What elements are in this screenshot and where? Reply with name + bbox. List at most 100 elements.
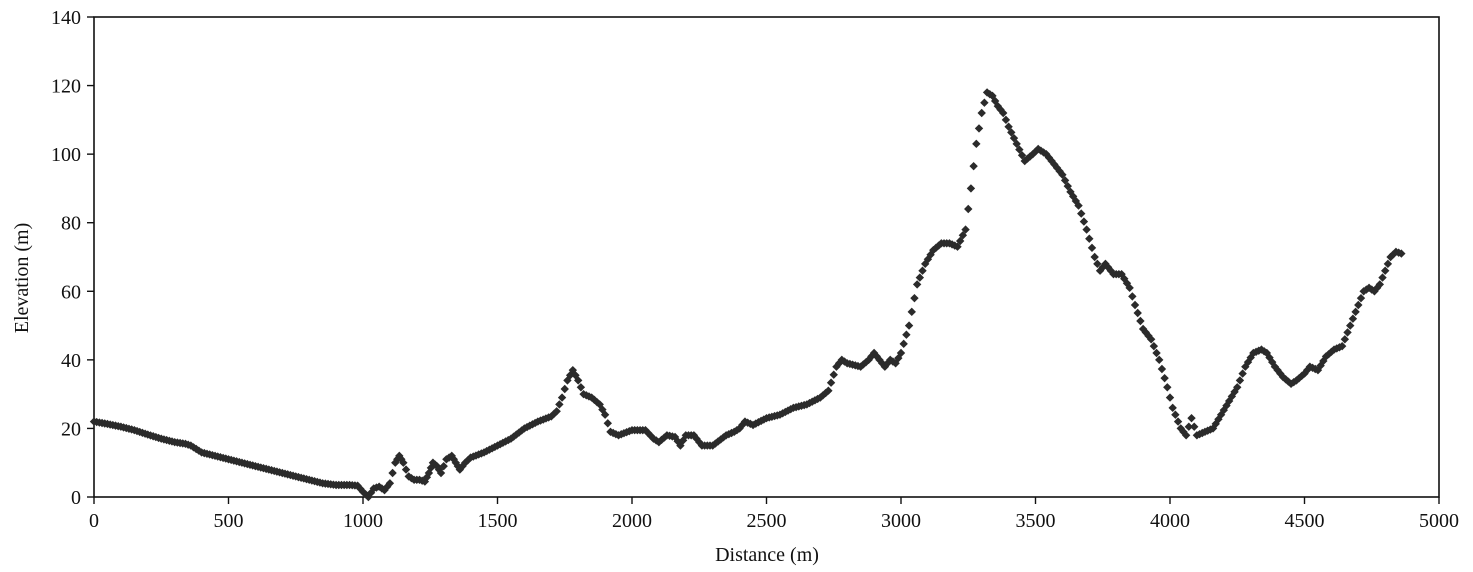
x-tick-label: 500 (214, 510, 244, 532)
data-point-marker (673, 437, 682, 446)
data-point-marker (1351, 307, 1360, 317)
data-point-marker (915, 273, 925, 282)
data-point-marker (1136, 316, 1145, 326)
data-point-marker (730, 427, 739, 437)
data-point-marker (1168, 403, 1177, 413)
data-point-marker (896, 348, 906, 358)
data-point-marker (1033, 144, 1043, 154)
data-point-marker (732, 425, 742, 435)
data-points (89, 88, 1406, 502)
data-point-marker (506, 434, 516, 443)
data-point-marker (1066, 187, 1075, 197)
data-point-marker (1047, 156, 1056, 166)
data-point-marker (1144, 331, 1153, 341)
data-point-marker (1009, 133, 1019, 143)
data-point-marker (1055, 167, 1064, 176)
data-point-marker (929, 245, 938, 255)
data-point-marker (574, 376, 583, 385)
data-point-marker (557, 393, 567, 402)
data-point-marker (1235, 376, 1245, 385)
data-point-marker (1042, 149, 1051, 159)
data-point-marker (1160, 373, 1169, 383)
data-point-marker (1397, 249, 1406, 258)
data-point-marker (1262, 348, 1272, 358)
plot-axes (93, 16, 1440, 498)
data-point-marker (1087, 243, 1097, 253)
data-point-marker (401, 465, 411, 474)
data-point-marker (1001, 115, 1011, 125)
data-point-marker (972, 139, 981, 149)
x-tick-label: 5000 (1419, 510, 1459, 532)
data-point-marker (1090, 252, 1099, 262)
data-point-marker (1268, 357, 1277, 367)
data-point-marker (692, 434, 701, 443)
data-point-marker (1050, 160, 1059, 169)
data-point-marker (1165, 393, 1175, 402)
data-point-marker (1246, 353, 1255, 362)
data-point-marker (1058, 170, 1067, 179)
data-point-marker (1149, 341, 1159, 351)
y-tick-label: 20 (61, 418, 81, 440)
data-point-marker (603, 419, 612, 428)
data-point-marker (837, 355, 847, 365)
data-point-marker (641, 425, 650, 435)
data-point-marker (869, 348, 879, 358)
plot-frame (93, 16, 1440, 498)
data-point-marker (824, 386, 833, 395)
x-axis-title: Distance (m) (715, 544, 819, 566)
y-tick-label: 40 (61, 350, 81, 372)
data-point-marker (1257, 345, 1266, 354)
data-point-marker (1152, 348, 1161, 358)
data-point-marker (1020, 156, 1029, 166)
data-point-marker (1173, 417, 1183, 426)
data-point-marker (1074, 201, 1083, 210)
data-point-marker (1077, 209, 1086, 218)
data-point-marker (1093, 259, 1102, 269)
data-point-marker (969, 161, 978, 171)
data-point-marker (829, 370, 838, 379)
x-tick-label: 4500 (1285, 510, 1325, 532)
data-point-marker (1343, 328, 1352, 337)
data-point-marker (385, 479, 395, 488)
data-point-marker (1155, 355, 1164, 365)
data-point-marker (1122, 279, 1132, 288)
data-point-marker (1181, 431, 1191, 440)
data-point-marker (1211, 419, 1220, 429)
data-point-marker (436, 468, 446, 478)
data-point-marker (988, 91, 997, 101)
data-point-marker (918, 266, 927, 275)
data-point-marker (1171, 410, 1180, 419)
data-point-marker (568, 365, 578, 375)
data-point-marker (883, 359, 892, 368)
x-tick-label: 4000 (1150, 510, 1190, 532)
data-point-marker (864, 355, 873, 365)
data-point-marker (974, 124, 984, 133)
data-point-marker (1146, 335, 1156, 344)
x-tick-label: 3000 (881, 510, 921, 532)
data-point-marker (1284, 377, 1293, 386)
data-point-marker (1071, 196, 1081, 206)
data-point-marker (910, 293, 919, 303)
data-point-marker (1348, 314, 1358, 323)
data-point-marker (1187, 413, 1196, 423)
data-point-marker (912, 280, 922, 289)
x-tick-label: 1500 (478, 510, 518, 532)
y-tick-label: 60 (61, 281, 81, 303)
y-tick-label: 120 (51, 76, 81, 98)
data-point-marker (595, 400, 604, 409)
data-point-marker (552, 407, 561, 416)
data-point-marker (388, 468, 397, 478)
data-point-marker (735, 424, 744, 433)
data-point-marker (977, 108, 986, 118)
data-point-marker (907, 307, 916, 317)
data-point-marker (676, 441, 685, 450)
data-point-marker (1233, 383, 1242, 392)
data-point-marker (560, 384, 569, 394)
data-point-marker (547, 412, 556, 421)
data-point-marker (958, 231, 968, 240)
data-point-marker (1015, 145, 1024, 154)
data-point-marker (1125, 283, 1134, 293)
data-point-marker (816, 393, 825, 402)
data-point-marker (1378, 273, 1387, 282)
